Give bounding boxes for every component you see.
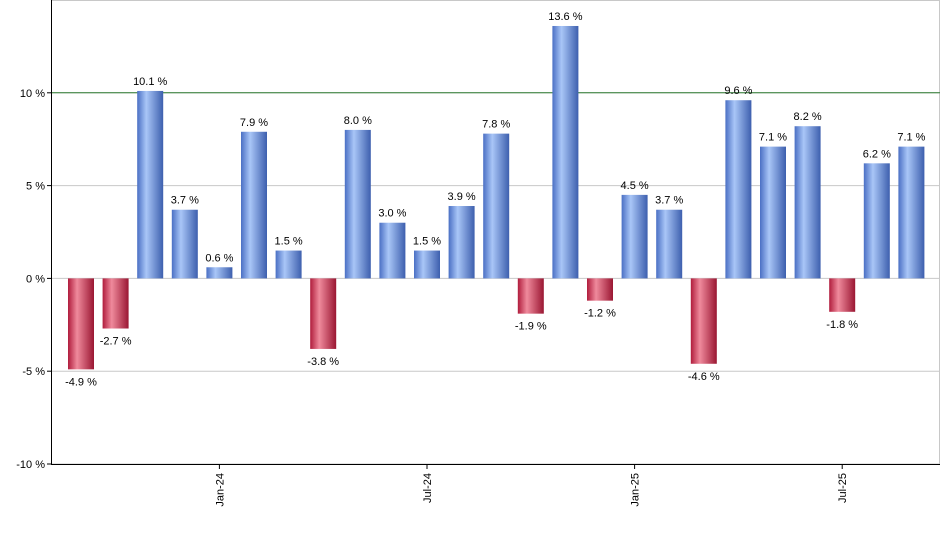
data-label: 13.6 % [548, 11, 582, 23]
bar [690, 278, 717, 364]
data-label: 4.5 % [621, 180, 649, 192]
bar [898, 146, 925, 279]
bar [863, 163, 890, 279]
data-label: -3.8 % [307, 356, 339, 368]
bar [137, 90, 164, 279]
data-label: -2.7 % [100, 336, 132, 348]
data-label: 7.8 % [482, 119, 510, 131]
data-label: 0.6 % [205, 252, 233, 264]
bar [448, 206, 475, 279]
data-label: -1.2 % [584, 308, 616, 320]
y-tick-label: 0 % [26, 273, 45, 285]
bar [552, 25, 579, 279]
bar [344, 129, 371, 279]
bar [656, 209, 683, 279]
data-label: -4.6 % [688, 371, 720, 383]
data-labels: -4.9 % -2.7 % 10.1 % 3.7 % 0.6 % 7.9 % 1.5 % -3… [65, 11, 926, 388]
y-tick-label: -5 % [22, 366, 45, 378]
data-label: 1.5 % [275, 236, 303, 248]
bar [725, 100, 752, 279]
data-label: 8.0 % [344, 115, 372, 127]
bar [483, 133, 510, 279]
bar [829, 278, 856, 312]
data-label: 6.2 % [863, 148, 891, 160]
bar [275, 250, 302, 279]
x-tick-label: Jul-25 [837, 473, 849, 503]
bar [241, 131, 267, 279]
data-label: -1.8 % [826, 319, 858, 331]
bar [760, 146, 786, 279]
data-label: 3.7 % [171, 195, 199, 207]
data-label: 3.9 % [448, 191, 476, 203]
bars [68, 25, 925, 370]
bar [414, 250, 440, 279]
bar [517, 278, 544, 314]
data-label: 7.1 % [897, 132, 925, 144]
bar [68, 278, 94, 370]
y-tick-label: 10 % [20, 88, 45, 100]
data-label: 7.1 % [759, 132, 787, 144]
bar [379, 222, 406, 279]
data-label: 10.1 % [133, 76, 167, 88]
data-label: 1.5 % [413, 236, 441, 248]
data-label: 3.0 % [378, 208, 406, 220]
bar [587, 278, 613, 301]
x-tick-label: Jul-24 [422, 473, 434, 503]
x-tick-label: Jan-25 [630, 473, 642, 507]
data-label: -1.9 % [515, 321, 547, 333]
y-tick-label: 5 % [26, 181, 45, 193]
bar [621, 194, 648, 279]
data-label: 9.6 % [724, 85, 752, 97]
bar [102, 278, 129, 329]
axes: -10 % -5 % 0 % 5 % 10 % Jan-24 Jul-24 Jan-25 Jul… [16, 0, 940, 507]
y-tick-label: -10 % [16, 459, 45, 471]
bar [794, 126, 821, 279]
data-label: 3.7 % [655, 195, 683, 207]
bar [171, 209, 198, 279]
bar [310, 278, 337, 349]
data-label: 8.2 % [794, 111, 822, 123]
data-label: -4.9 % [65, 376, 97, 388]
x-tick-label: Jan-24 [214, 473, 226, 507]
bar [206, 267, 233, 279]
data-label: 7.9 % [240, 117, 268, 129]
